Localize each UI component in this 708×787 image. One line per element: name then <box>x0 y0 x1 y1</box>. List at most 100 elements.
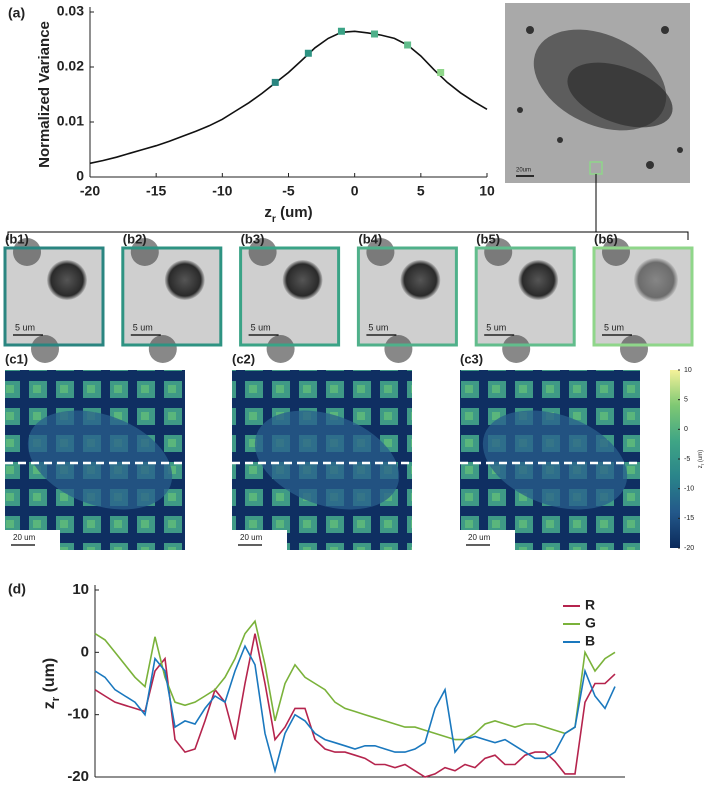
marker <box>371 30 379 38</box>
label-part: z <box>264 204 272 221</box>
depth-region <box>254 410 400 510</box>
scale-label: 20um <box>516 168 531 174</box>
panel-label: (b4) <box>358 231 382 246</box>
panel-label: (c2) <box>232 351 255 366</box>
marker <box>437 69 445 76</box>
image-border <box>121 246 223 347</box>
axis-label: zr (um) <box>264 204 312 225</box>
image-border <box>3 246 105 347</box>
cell <box>518 260 559 300</box>
x-tick-label: -20 <box>80 183 100 199</box>
scale-label: 5 um <box>604 322 624 332</box>
colorbar-tick-label: -15 <box>684 515 694 522</box>
colorbar <box>670 370 680 548</box>
cell <box>602 238 630 266</box>
image-border <box>592 246 694 347</box>
y-tick-label: 0.01 <box>57 113 84 129</box>
zoom-image: 5 um <box>121 238 223 363</box>
zoom-image: 5 um <box>3 238 105 363</box>
x-tick-label: 0 <box>351 183 359 199</box>
x-tick-label: 5 <box>417 183 425 199</box>
image-border <box>239 246 341 347</box>
panel-label: (b1) <box>5 231 29 246</box>
colorbar-tick-label: 5 <box>684 397 688 404</box>
cell <box>484 238 513 266</box>
marker <box>304 49 312 57</box>
curve <box>89 30 488 165</box>
panel-label: (b6) <box>594 231 618 246</box>
label-part: (um) <box>276 204 313 221</box>
scale-label: 5 um <box>251 322 271 332</box>
cell <box>620 335 648 363</box>
cell <box>266 335 295 363</box>
colorbar-tick-label: -20 <box>684 545 694 552</box>
x-tick-label: -5 <box>282 183 295 199</box>
zoom-image: 5 um <box>239 238 341 363</box>
label-part: z <box>698 465 704 468</box>
zoom-image: 5 um <box>592 238 694 363</box>
y-tick-label: 0 <box>76 168 84 184</box>
marker <box>271 78 279 86</box>
legend-label: R <box>585 597 595 613</box>
legend-label: G <box>585 615 596 631</box>
y-tick-label: 0.02 <box>57 58 84 74</box>
x-tick-label: -15 <box>146 183 166 199</box>
y-tick-label: 10 <box>72 581 89 598</box>
series-line <box>94 619 616 741</box>
cell <box>47 260 87 300</box>
marker <box>404 41 412 49</box>
panel-label: (b2) <box>123 231 147 246</box>
panel-label: (d) <box>8 581 26 597</box>
panel-label: (a) <box>8 5 25 21</box>
y-tick-label: -10 <box>67 706 89 723</box>
colorbar-tick-label: -5 <box>684 456 690 463</box>
panel-label: (c3) <box>460 351 483 366</box>
scale-label: 5 um <box>368 322 388 332</box>
panel-label: (c1) <box>5 351 28 366</box>
scale-label: 5 um <box>133 322 153 332</box>
colorbar-tick-label: 10 <box>684 367 692 374</box>
cell <box>634 258 678 302</box>
scale-label: 5 um <box>15 322 35 332</box>
image-border <box>356 246 458 347</box>
axis-label: zr (um) <box>698 450 705 468</box>
label-part: z <box>41 701 58 709</box>
image-border <box>474 246 576 347</box>
depth-region <box>482 410 628 510</box>
label-part: (um) <box>698 450 704 464</box>
x-tick-label: 10 <box>479 183 495 199</box>
panel-label: (b5) <box>476 231 500 246</box>
x-tick-label: -10 <box>212 183 232 199</box>
cell <box>13 238 41 266</box>
zoom-image: 5 um <box>474 238 576 363</box>
cell <box>130 238 159 266</box>
cell <box>384 335 413 363</box>
series-line <box>94 633 616 778</box>
cell <box>31 335 59 363</box>
axis-label: zr (um) <box>41 658 62 709</box>
cell <box>148 335 177 363</box>
label-part: r <box>700 463 705 465</box>
cell <box>502 335 531 363</box>
depth-region <box>27 410 173 510</box>
series-line <box>94 644 616 774</box>
y-tick-label: 0 <box>81 643 89 660</box>
cell <box>248 238 277 266</box>
colorbar-tick-label: 0 <box>684 426 688 433</box>
colorbar-tick-label: -10 <box>684 486 694 493</box>
y-tick-label: -20 <box>67 768 89 785</box>
zoom-image: 5 um <box>356 238 458 363</box>
marker <box>337 27 345 35</box>
y-tick-label: 0.03 <box>57 3 84 19</box>
cell <box>400 260 441 300</box>
cell <box>164 260 205 300</box>
overview-image <box>7 3 690 240</box>
panel-label: (b3) <box>241 231 265 246</box>
scale-label: 20 um <box>13 533 36 542</box>
label-part: r <box>50 696 62 701</box>
scale-label: 20 um <box>240 533 263 542</box>
cell <box>366 238 395 266</box>
scale-label: 20 um <box>468 533 491 542</box>
